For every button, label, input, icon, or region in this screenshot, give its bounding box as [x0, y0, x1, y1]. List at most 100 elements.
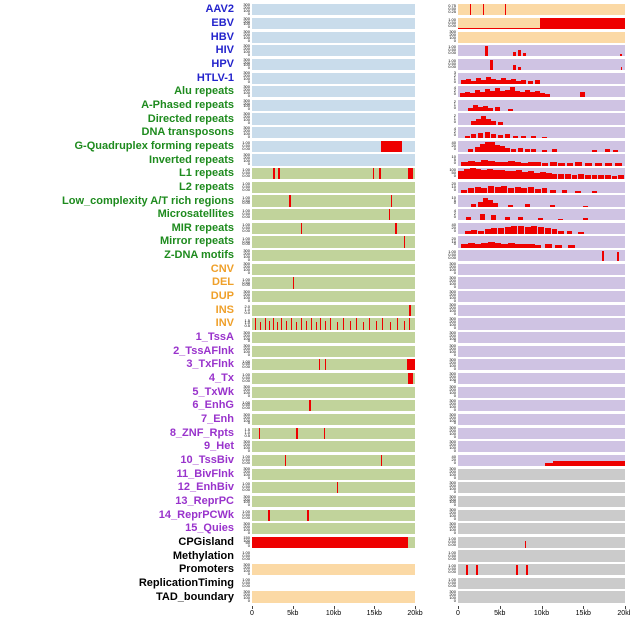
left-track-panel [252, 482, 415, 494]
right-track-panel [458, 536, 625, 549]
right-y-axis-ticks: 300 200 100 0 [449, 479, 456, 494]
signal-mark [614, 163, 622, 166]
track-label: Methylation [172, 549, 234, 562]
signal-mark [409, 318, 411, 330]
signal-mark [514, 186, 521, 193]
right-track-panel [458, 509, 625, 521]
signal-mark [566, 163, 574, 166]
signal-mark [484, 141, 490, 152]
signal-mark [488, 186, 494, 193]
signal-mark [380, 454, 383, 467]
signal-mark [516, 565, 518, 576]
right-y-axis-ticks: 100 50 0 [449, 167, 456, 179]
track-label: INV [215, 317, 234, 330]
signal-mark [504, 134, 510, 139]
track-label: DEL [212, 276, 234, 289]
left-y-axis-ticks: 300 200 100 0 [243, 2, 250, 16]
right-y-axis-ticks: 10 5 0 [451, 153, 456, 165]
x-tick-label: 10kb [325, 609, 342, 617]
right-track-panel [458, 209, 625, 221]
signal-mark [504, 89, 510, 98]
signal-mark [601, 250, 604, 262]
signal-mark [619, 53, 622, 57]
track-label: DNA transposons [141, 126, 235, 139]
signal-mark [591, 149, 597, 152]
signal-mark [551, 149, 557, 152]
signal-mark [539, 172, 546, 180]
signal-mark [518, 147, 524, 152]
track-row: L2 repeats 1.00 0.50 0.00 20 10 0 [0, 181, 630, 195]
left-y-axis-ticks: 1.00 0.50 0.00 [242, 208, 250, 220]
right-y-axis-ticks: 300 200 100 0 [449, 493, 456, 508]
signal-mark [531, 135, 537, 139]
signal-mark [491, 79, 497, 84]
signal-mark [468, 149, 474, 152]
signal-mark [476, 118, 482, 125]
signal-mark [464, 135, 470, 139]
left-y-axis-ticks: 300 200 100 0 [243, 439, 250, 453]
right-track-panel [458, 4, 625, 16]
signal-mark [466, 216, 472, 221]
signal-mark [397, 318, 399, 330]
signal-mark [300, 318, 302, 330]
right-track-panel [458, 250, 625, 262]
left-y-axis-ticks: 1.00 0.50 0.00 [242, 140, 250, 151]
signal-mark [504, 216, 510, 221]
right-track-panel [458, 181, 625, 193]
left-track-panel [252, 250, 415, 262]
signal-mark [551, 173, 558, 180]
signal-mark [541, 149, 547, 152]
left-y-axis-ticks: 1.00 0.50 0.00 [242, 358, 250, 370]
right-y-axis-ticks: 300 200 100 0 [449, 370, 456, 385]
right-track-panel [458, 372, 625, 385]
left-track-panel [252, 304, 415, 316]
signal-mark [494, 88, 500, 98]
x-axis-row: 0 5kb 10kb 15kb 20kb 0 5kb 10kb 15kb 20kb [0, 605, 630, 624]
signal-mark [554, 244, 562, 248]
signal-mark [544, 462, 554, 467]
signal-mark [541, 188, 548, 193]
signal-mark [466, 565, 468, 576]
right-y-axis-ticks: 300 200 100 0 [449, 466, 456, 481]
left-y-axis-ticks: 150 100 50 0 [243, 534, 250, 549]
signal-mark [508, 187, 514, 193]
signal-mark [518, 225, 524, 234]
signal-mark [494, 107, 500, 112]
track-row: CPGisland 150 100 50 0 1.00 0.50 0.00 [0, 534, 630, 550]
right-y-axis-ticks: 1.00 0.50 0.00 [448, 44, 456, 56]
signal-mark [292, 277, 295, 289]
right-track-panel [458, 413, 625, 426]
signal-mark [343, 318, 345, 330]
x-tick-mark [499, 605, 501, 609]
signal-mark [388, 209, 391, 221]
track-row: Inverted repeats 300 200 100 0 10 5 0 [0, 153, 630, 167]
track-label: 13_ReprPC [175, 494, 234, 507]
track-row: Low_complexity A/T rich regions 1.00 0.50… [0, 194, 630, 208]
signal-mark [508, 108, 514, 112]
track-row: 3_TxFlnk 1.00 0.50 0.00 300 200 100 0 [0, 358, 630, 372]
left-track-panel [252, 359, 415, 371]
track-label: 15_Quies [185, 522, 234, 535]
right-y-axis-ticks: 40 20 0 [451, 221, 456, 233]
right-track-panel [458, 359, 625, 371]
signal-mark [534, 244, 542, 248]
signal-mark [584, 174, 591, 180]
track-row: MIR repeats 1.00 0.50 0.00 40 20 0 [0, 222, 630, 236]
signal-mark [496, 80, 502, 84]
signal-mark [578, 174, 585, 180]
left-y-axis-ticks: 300 200 100 0 [243, 261, 250, 276]
right-track-panel [458, 523, 625, 535]
signal-mark [255, 318, 257, 330]
right-y-axis-ticks: 300 200 100 0 [449, 520, 456, 535]
left-track-panel [252, 236, 415, 248]
signal-mark [488, 108, 494, 112]
signal-mark [549, 162, 557, 166]
left-y-axis-ticks: 300 200 100 0 [243, 466, 250, 481]
signal-mark [538, 227, 544, 234]
x-tick-label: 5kb [287, 609, 299, 617]
track-label: 14_ReprPCWk [158, 508, 234, 521]
signal-mark [524, 90, 530, 98]
signal-mark [461, 244, 468, 248]
left-track-panel [252, 331, 415, 344]
track-label: 9_Het [204, 440, 234, 453]
